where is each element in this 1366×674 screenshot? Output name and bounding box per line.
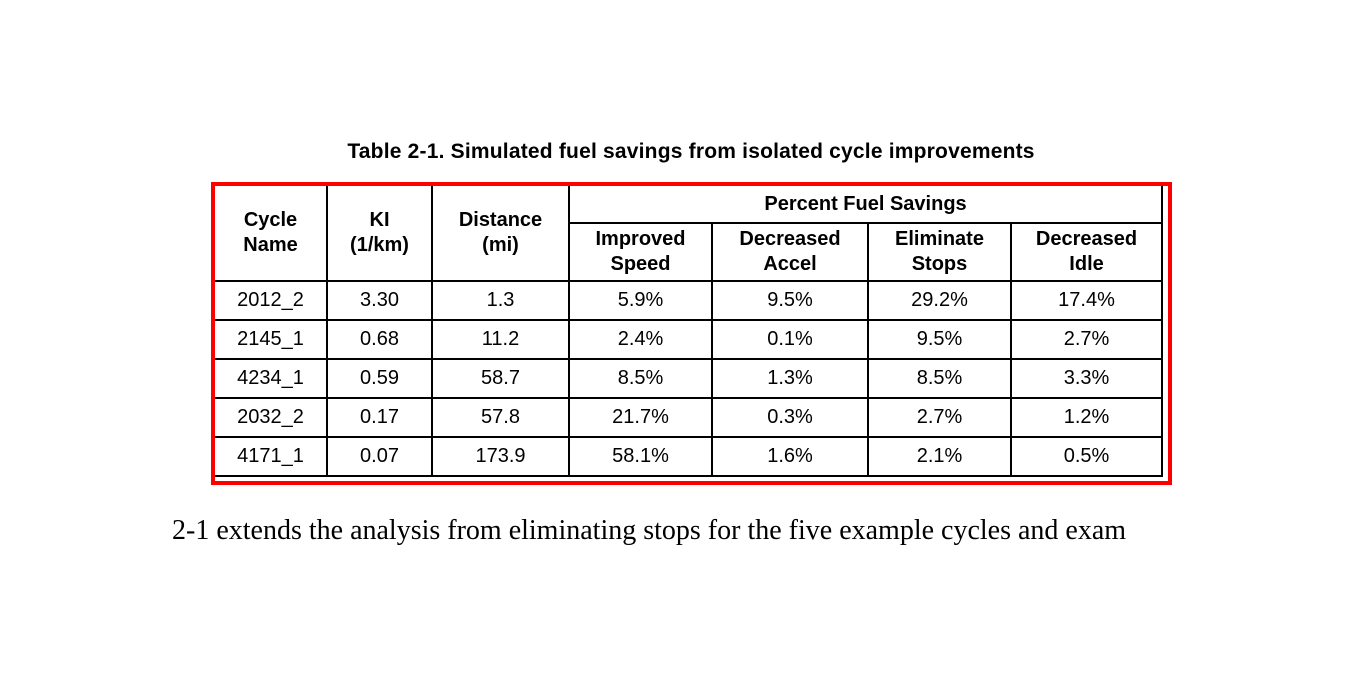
cell-cycle-name: 4234_1 <box>215 358 328 399</box>
table-caption: Table 2-1. Simulated fuel savings from i… <box>347 140 1035 163</box>
cell-ki: 0.07 <box>326 436 433 477</box>
cell-decreased-idle: 17.4% <box>1009 280 1164 321</box>
cell-decreased-idle: 0.5% <box>1009 436 1164 477</box>
cell-improved-speed: 5.9% <box>568 280 713 321</box>
table-red-frame: Cycle Name KI (1/km) Distance (mi) Perce… <box>211 182 1173 485</box>
header-percent-fuel-savings: Percent Fuel Savings <box>567 186 1164 224</box>
cell-distance: 57.8 <box>431 397 570 438</box>
cell-decreased-accel: 1.3% <box>711 358 869 399</box>
cell-distance: 58.7 <box>431 358 570 399</box>
cell-cycle-name: 2032_2 <box>215 397 328 438</box>
header-row-sub: Improved Speed Decreased Accel Eliminate… <box>215 222 1164 282</box>
cell-cycle-name: 4171_1 <box>215 436 328 477</box>
header-ki: KI (1/km) <box>326 186 433 282</box>
cell-eliminate-stops: 8.5% <box>867 358 1012 399</box>
cell-ki: 0.59 <box>326 358 433 399</box>
cell-decreased-accel: 1.6% <box>711 436 869 477</box>
cell-eliminate-stops: 9.5% <box>867 319 1012 360</box>
cell-cycle-name: 2145_1 <box>215 319 328 360</box>
cell-ki: 0.17 <box>326 397 433 438</box>
cell-decreased-accel: 9.5% <box>711 280 869 321</box>
cell-eliminate-stops: 2.1% <box>867 436 1012 477</box>
header-cycle-name: Cycle Name <box>215 186 328 282</box>
table-row: 2032_2 0.17 57.8 21.7% 0.3% 2.7% 1.2% <box>215 397 1164 438</box>
cell-decreased-idle: 3.3% <box>1009 358 1164 399</box>
cell-decreased-accel: 0.3% <box>711 397 869 438</box>
cell-improved-speed: 2.4% <box>568 319 713 360</box>
cell-decreased-idle: 2.7% <box>1009 319 1164 360</box>
header-eliminate-stops: Eliminate Stops <box>867 222 1012 282</box>
fuel-savings-table: Cycle Name KI (1/km) Distance (mi) Perce… <box>215 186 1164 477</box>
cell-improved-speed: 58.1% <box>568 436 713 477</box>
cell-decreased-accel: 0.1% <box>711 319 869 360</box>
table-row: 4234_1 0.59 58.7 8.5% 1.3% 8.5% 3.3% <box>215 358 1164 399</box>
header-row-group: Cycle Name KI (1/km) Distance (mi) Perce… <box>215 186 1164 282</box>
cell-improved-speed: 21.7% <box>568 397 713 438</box>
header-improved-speed: Improved Speed <box>568 222 713 282</box>
cell-cycle-name: 2012_2 <box>215 280 328 321</box>
header-decreased-accel: Decreased Accel <box>711 222 869 282</box>
header-decreased-idle: Decreased Idle <box>1009 222 1164 282</box>
cell-distance: 11.2 <box>431 319 570 360</box>
cell-ki: 0.68 <box>326 319 433 360</box>
table-row: 2012_2 3.30 1.3 5.9% 9.5% 29.2% 17.4% <box>215 280 1164 321</box>
header-distance: Distance (mi) <box>431 186 570 282</box>
cell-eliminate-stops: 29.2% <box>867 280 1012 321</box>
table-row: 4171_1 0.07 173.9 58.1% 1.6% 2.1% 0.5% <box>215 436 1164 477</box>
cell-decreased-idle: 1.2% <box>1009 397 1164 438</box>
cell-eliminate-stops: 2.7% <box>867 397 1012 438</box>
body-paragraph: 2-1 extends the analysis from eliminatin… <box>172 515 1127 546</box>
cell-ki: 3.30 <box>326 280 433 321</box>
cell-distance: 173.9 <box>431 436 570 477</box>
cell-distance: 1.3 <box>431 280 570 321</box>
cell-improved-speed: 8.5% <box>568 358 713 399</box>
table-row: 2145_1 0.68 11.2 2.4% 0.1% 9.5% 2.7% <box>215 319 1164 360</box>
